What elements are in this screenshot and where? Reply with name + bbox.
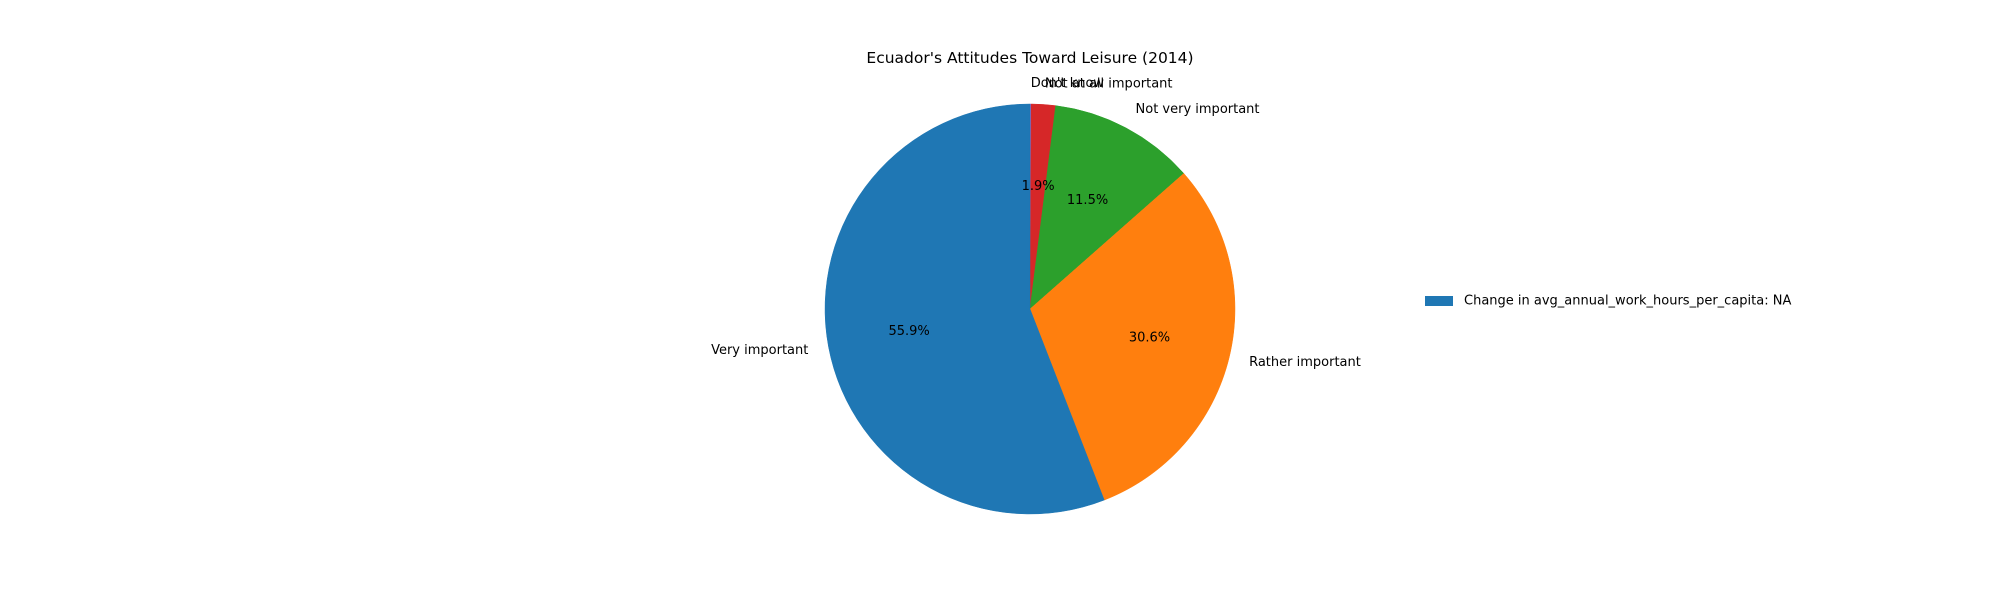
slice-label: Not at all important [1045,76,1173,91]
slice-percent-label: 1.9% [1022,179,1055,194]
pie-slices [824,103,1236,515]
slice-label: Don't know [1031,76,1105,91]
slice-label: Not very important [1136,102,1260,117]
slice-percent-label: 11.5% [1067,193,1108,208]
pie-slice-very-important [824,103,1105,515]
chart-title: Ecuador's Attitudes Toward Leisure (2014… [866,49,1193,67]
legend-label: Change in avg_annual_work_hours_per_capi… [1464,294,1791,309]
slice-label: Very important [711,343,808,358]
slice-percent-label: 55.9% [888,324,929,339]
legend-swatch [1425,296,1453,306]
slice-label: Rather important [1249,355,1361,370]
pie-slice-not-very-important [1029,105,1185,310]
legend: Change in avg_annual_work_hours_per_capi… [1425,294,1791,309]
pie-slice-rather-important [1029,173,1236,501]
slice-percent-label: 30.6% [1129,331,1170,346]
